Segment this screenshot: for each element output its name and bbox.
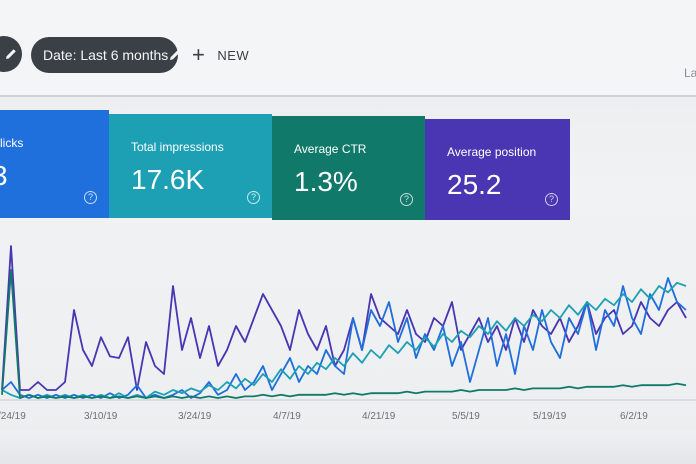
metric-title: Average position: [447, 145, 537, 159]
chart-footer: [0, 430, 696, 464]
help-icon[interactable]: ?: [247, 191, 260, 204]
new-filter-button[interactable]: + NEW: [192, 42, 250, 67]
metric-value: 3: [0, 160, 8, 192]
metric-title: Total impressions: [131, 140, 224, 154]
pencil-icon[interactable]: [168, 48, 182, 62]
metric-card-impressions[interactable]: Total impressions 17.6K ?: [109, 114, 272, 218]
x-tick-label: /24/19: [0, 411, 26, 422]
x-tick-label: 3/10/19: [84, 411, 118, 422]
new-filter-label: NEW: [217, 47, 250, 63]
metric-card-position[interactable]: Average position 25.2 ?: [425, 119, 570, 220]
date-range-label: Date: Last 6 months: [43, 47, 169, 63]
last-updated-text: La: [684, 66, 696, 80]
metric-value: 25.2: [447, 169, 502, 200]
x-tick-label: 5/5/19: [452, 411, 480, 422]
metric-card-ctr[interactable]: Average CTR 1.3% ?: [272, 116, 425, 220]
x-tick-label: 3/24/19: [178, 411, 212, 422]
edit-filter-button[interactable]: [0, 36, 22, 72]
help-icon[interactable]: ?: [545, 193, 558, 206]
x-tick-label: 4/7/19: [273, 411, 301, 422]
metric-title: licks: [0, 136, 24, 150]
x-tick-label: 6/2/19: [620, 411, 648, 422]
series-line-1: [1, 245, 687, 391]
performance-chart[interactable]: /24/19 3/10/19 3/24/19 4/7/19 4/21/19 5/5/19 5…: [0, 230, 696, 430]
toolbar-divider: [0, 95, 696, 97]
plus-icon: +: [192, 42, 206, 67]
help-icon[interactable]: ?: [84, 191, 97, 204]
metric-card-clicks[interactable]: licks 3 ?: [0, 110, 109, 218]
date-range-filter[interactable]: Date: Last 6 months: [31, 37, 181, 73]
pencil-icon: [6, 49, 16, 59]
toolbar: Date: Last 6 months + NEW La: [0, 0, 696, 96]
series-line-4: [1, 269, 687, 399]
metric-value: 1.3%: [294, 166, 358, 197]
x-tick-label: 4/21/19: [362, 411, 396, 422]
metric-title: Average CTR: [294, 142, 367, 156]
metric-value: 17.6K: [131, 164, 205, 195]
series-line-3: [1, 281, 687, 399]
series-line-2: [1, 277, 687, 399]
help-icon[interactable]: ?: [400, 193, 413, 206]
x-tick-label: 5/19/19: [533, 411, 567, 422]
